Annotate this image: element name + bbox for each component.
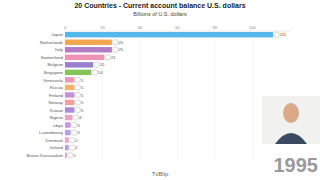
category-label: Kuwait xyxy=(50,108,64,113)
bar xyxy=(65,40,112,45)
flag xyxy=(71,130,76,135)
data-label: 14 xyxy=(98,70,103,75)
grid-line xyxy=(252,31,253,160)
flag xyxy=(94,62,99,67)
bar xyxy=(65,70,91,75)
data-label: 5 xyxy=(81,85,84,90)
flag xyxy=(113,47,118,52)
flag xyxy=(75,107,80,112)
tick-label: 60 xyxy=(175,25,180,30)
bar xyxy=(65,32,273,37)
data-label: 111 xyxy=(280,32,287,37)
tick-label: 80 xyxy=(213,25,218,30)
tick-label: 20 xyxy=(100,25,105,30)
bar xyxy=(65,100,74,105)
flag xyxy=(71,122,76,127)
bar xyxy=(65,115,73,120)
flag xyxy=(105,55,110,60)
category-label: Nigeria xyxy=(49,115,63,120)
title: 20 Countries - Current account balance U… xyxy=(74,2,245,9)
bar xyxy=(65,137,69,142)
category-label: Belgium xyxy=(47,62,63,67)
data-label: 25 xyxy=(118,47,123,52)
flag xyxy=(113,40,118,45)
category-label: Japan xyxy=(51,32,63,37)
category-label: Venezuela xyxy=(43,78,64,83)
data-label: 5 xyxy=(81,100,84,105)
bars xyxy=(65,32,273,158)
flag xyxy=(73,115,78,120)
tick-label: 100 xyxy=(249,25,256,30)
flag xyxy=(75,100,80,105)
video-overlay xyxy=(262,96,320,144)
category-label: Singapore xyxy=(43,70,63,75)
subtitle: Billions of U.S. dollars xyxy=(133,11,187,17)
bar xyxy=(65,92,74,97)
category-label: Denmark xyxy=(46,138,64,143)
data-label: 2 xyxy=(75,138,78,143)
tick-label: 40 xyxy=(138,25,143,30)
shoulders xyxy=(275,133,307,144)
bar xyxy=(65,47,112,52)
bar xyxy=(65,130,71,135)
tick-label: 0 xyxy=(64,25,67,30)
data-label: 25 xyxy=(118,40,123,45)
data-label: 5 xyxy=(81,78,84,83)
category-label: Norway xyxy=(48,100,63,105)
category-label: Switzerland xyxy=(41,55,64,60)
category-label: Russia xyxy=(50,85,64,90)
category-label: Ireland xyxy=(50,145,64,150)
grid-line xyxy=(215,31,216,160)
data-label: 5 xyxy=(81,108,84,113)
bar xyxy=(65,55,104,60)
bar xyxy=(65,85,74,90)
category-label: Finland xyxy=(49,93,64,98)
category-label: Libya xyxy=(53,123,64,128)
category-label: Brunei Darussalam xyxy=(26,153,63,158)
category-label: Luxembourg xyxy=(39,130,63,135)
data-label: 15 xyxy=(100,62,105,67)
watermark: TvBlip xyxy=(152,171,169,177)
flag xyxy=(75,85,80,90)
year-label: 1995 xyxy=(274,154,319,176)
flag xyxy=(75,92,80,97)
flag xyxy=(68,152,73,157)
grid-line xyxy=(177,31,178,160)
bar xyxy=(65,122,71,127)
flag xyxy=(70,145,75,150)
category-label: Italy xyxy=(55,47,64,52)
bar xyxy=(65,145,69,150)
data-label: 3 xyxy=(77,130,80,135)
data-label: 2 xyxy=(75,145,78,150)
bar xyxy=(65,107,74,112)
flag xyxy=(75,77,80,82)
bar xyxy=(65,77,74,82)
data-label: 21 xyxy=(111,55,116,60)
grid-line xyxy=(140,31,141,160)
category-label: Netherlands xyxy=(40,40,63,45)
data-label: 3 xyxy=(77,123,80,128)
chart: 20 Countries - Current account balance U… xyxy=(0,0,320,180)
flag xyxy=(70,137,75,142)
data-label: 1 xyxy=(73,153,76,158)
bar xyxy=(65,62,93,67)
bar xyxy=(65,152,67,157)
data-label: 5 xyxy=(81,93,84,98)
flag xyxy=(92,70,97,75)
flag xyxy=(274,32,279,37)
data-label: 4 xyxy=(79,115,82,120)
face xyxy=(283,103,299,123)
